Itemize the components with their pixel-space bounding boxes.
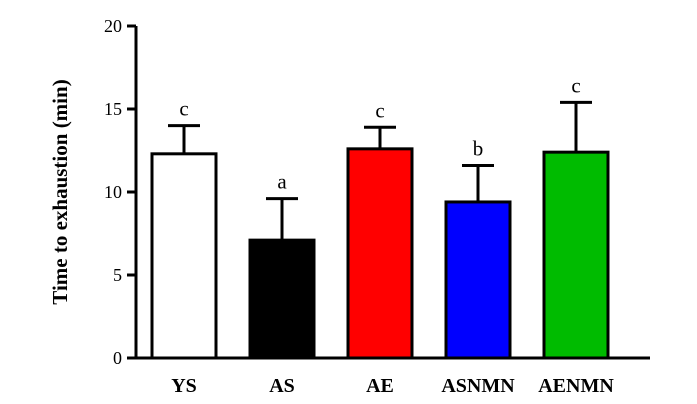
bar-as — [248, 238, 316, 360]
bar-ae — [346, 147, 414, 360]
bar-ys — [150, 152, 218, 360]
significance-label-aenmn: c — [571, 73, 580, 97]
x-tick-label-as: AS — [269, 375, 295, 397]
x-tick-label-ae: AE — [366, 375, 394, 397]
significance-label-asnmn: b — [473, 136, 484, 160]
significance-label-ae: c — [375, 98, 384, 122]
y-tick-label: 20 — [104, 16, 122, 36]
x-tick-label-aenmn: AENMN — [538, 375, 614, 397]
bar-aenmn — [542, 150, 610, 360]
y-axis-title: Time to exhaustion (min) — [48, 79, 72, 304]
bars: c a c b c — [150, 73, 610, 360]
bar-asnmn — [444, 200, 512, 360]
y-tick-label: 15 — [104, 99, 122, 119]
y-tick-label: 5 — [113, 265, 122, 285]
significance-label-ys: c — [179, 97, 188, 121]
y-axis: 0 5 10 15 20 — [104, 16, 138, 368]
x-axis: YS AS AE ASNMN AENMN — [136, 356, 650, 397]
y-tick-label: 10 — [104, 182, 122, 202]
y-tick-label: 0 — [113, 348, 122, 368]
significance-label-as: a — [277, 170, 287, 194]
x-tick-label-ys: YS — [171, 375, 197, 397]
x-tick-label-asnmn: ASNMN — [441, 375, 515, 397]
